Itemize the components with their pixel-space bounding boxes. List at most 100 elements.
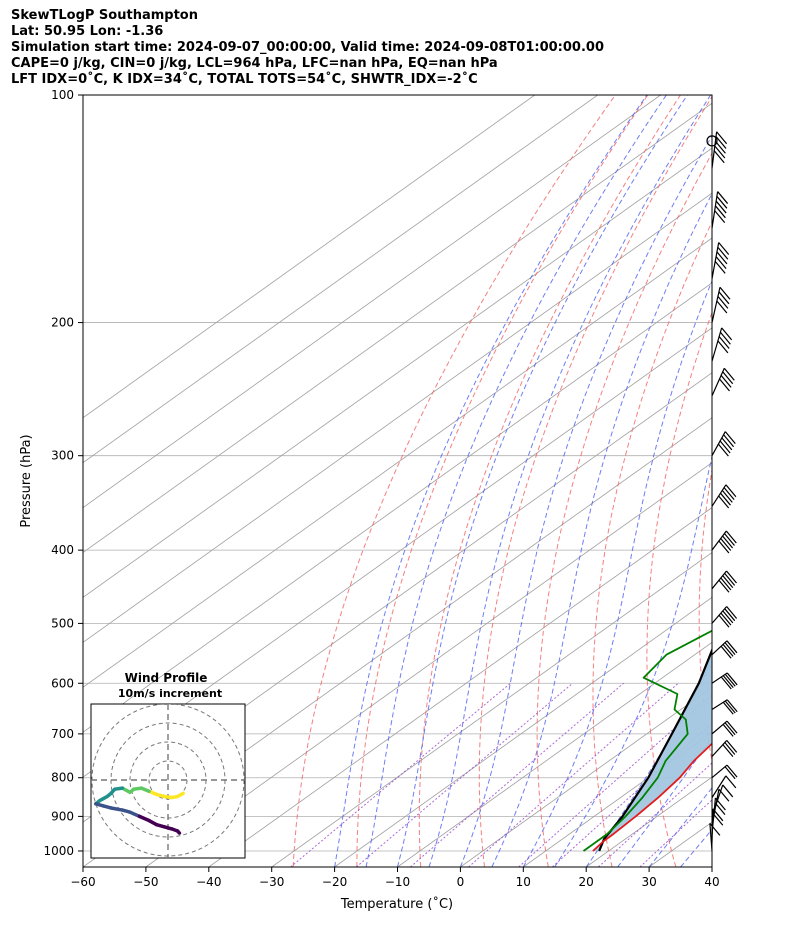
wind-barb-feather (723, 434, 735, 448)
x-tick-label: 0 (457, 875, 465, 889)
dry-adiabat (536, 152, 712, 867)
wind-barb-feather (720, 374, 732, 388)
y-tick-label: 600 (51, 676, 74, 690)
parcel-profile-line (598, 647, 712, 852)
wind-barb-staff (711, 367, 725, 397)
wind-barb-staff (711, 740, 728, 757)
wind-barb-feather (717, 246, 729, 260)
moist-adiabat (334, 95, 648, 867)
wind-barb-feather (718, 614, 730, 628)
y-tick-label: 900 (51, 809, 74, 823)
mixing-ratio-line (410, 682, 624, 867)
wind-barb-feather (724, 431, 736, 444)
hodograph-subtitle: 10m/s increment (118, 687, 222, 700)
wind-barb-feather (716, 195, 728, 209)
wind-barb-feather (718, 540, 730, 554)
temperature-profile-line (592, 742, 712, 852)
x-tick-label: 30 (641, 875, 656, 889)
wind-barb-staff (711, 699, 728, 711)
dry-adiabat (356, 95, 649, 867)
title-station: SkewTLogP Southampton (11, 8, 198, 23)
wind-barb-staff (711, 640, 728, 656)
wind-barb-feather (716, 131, 728, 145)
wind-barb-feather (720, 577, 732, 591)
wind-barb-staff (711, 530, 727, 551)
wind-barb-feather (724, 742, 736, 755)
title-indices-2: LFT IDX=0˚C, K IDX=34˚C, TOTAL TOTS=54˚C… (11, 72, 478, 87)
wind-barb-feather (726, 672, 738, 686)
wind-barb-feather (722, 644, 734, 657)
wind-barb-feather (725, 530, 737, 544)
wind-barb-feather (723, 533, 735, 546)
wind-barb-feather (722, 784, 734, 798)
mixing-ratio-line (598, 762, 712, 867)
isotherm-line (334, 596, 712, 867)
y-tick-label: 300 (51, 449, 74, 463)
wind-barb-feather (724, 608, 736, 622)
moist-adiabat (428, 95, 712, 867)
moist-adiabat (397, 95, 688, 867)
x-axis-label: Temperature (˚C) (340, 896, 453, 912)
wind-barb-feather (719, 286, 731, 300)
moist-adiabat (617, 736, 712, 867)
dry-adiabat (646, 311, 712, 867)
wind-barb-feather (721, 490, 733, 503)
wind-barb-feather (718, 291, 730, 305)
cape-cin-shading (592, 650, 712, 851)
isotherm-line (83, 147, 712, 598)
isotherm-line (83, 95, 661, 509)
wind-barb-feather (714, 145, 726, 159)
wind-barb-feather (720, 645, 732, 659)
hodograph-segment (175, 829, 182, 835)
isotherm-line (83, 95, 598, 464)
wind-barb-feather (722, 371, 734, 385)
dewpoint-profile-line (582, 629, 712, 852)
mixing-ratio-line (355, 682, 573, 867)
wind-barb-feather (717, 443, 729, 457)
wind-barb-feather (722, 724, 734, 737)
wind-barb-feather (717, 296, 729, 309)
wind-barb-feather (724, 700, 736, 714)
dry-adiabat (698, 467, 712, 764)
y-tick-label: 700 (51, 727, 74, 741)
wind-barb-feather (724, 766, 736, 780)
wind-barb-feather (722, 744, 734, 757)
wind-barb-feather (714, 205, 726, 219)
wind-barb-staff (711, 191, 719, 229)
isotherm-line (83, 417, 712, 867)
title-latlon: Lat: 50.95 Lon: -1.36 (11, 24, 164, 39)
wind-barb-feather (724, 572, 736, 586)
wind-barb-feather (726, 640, 738, 654)
isotherm-line (397, 641, 712, 867)
wind-barb-staff (711, 431, 726, 456)
wind-barb-feather (723, 487, 735, 500)
wind-barb-feather (726, 720, 738, 734)
moist-adiabat (365, 95, 667, 867)
moist-adiabat (491, 192, 712, 867)
mixing-ratio-line (551, 722, 712, 867)
wind-barb-staff (711, 784, 724, 817)
moist-adiabat (459, 134, 712, 867)
wind-barb-feather (709, 822, 721, 836)
wind-barbs (706, 131, 738, 852)
wind-barb-feather (714, 802, 726, 816)
x-tick-label: 40 (704, 875, 719, 889)
wind-barb-feather (718, 495, 730, 509)
wind-barb-feather (720, 676, 732, 690)
wind-barb-feather (722, 675, 734, 689)
wind-barb-feather (718, 579, 730, 593)
isotherm-line (83, 237, 712, 688)
wind-barb-staff (711, 327, 723, 362)
wind-barb-calm (706, 135, 718, 147)
wind-barb-feather (719, 440, 731, 454)
wind-barb-staff (711, 570, 727, 590)
y-tick-label: 100 (51, 88, 74, 102)
wind-barb-feather (725, 775, 737, 789)
isotherm-line (83, 282, 712, 733)
wind-barb-feather (714, 210, 726, 223)
wind-barb-staff (711, 606, 728, 624)
title-times: Simulation start time: 2024-09-07_00:00:… (11, 40, 604, 55)
y-tick-label: 500 (51, 616, 74, 630)
y-tick-label: 400 (51, 543, 74, 557)
